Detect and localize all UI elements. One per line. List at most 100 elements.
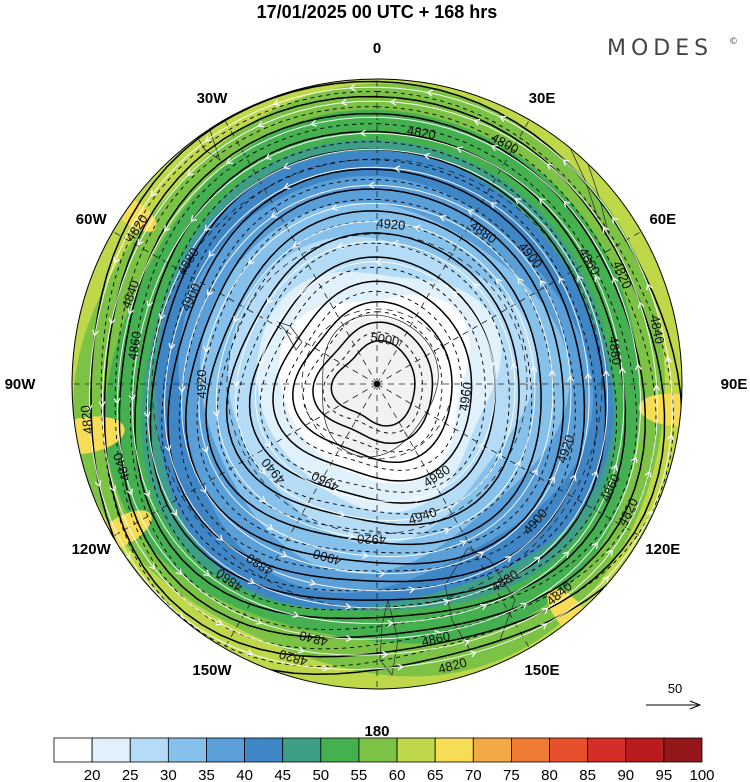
colorbar-swatch (167, 737, 207, 763)
streamline-arrow (148, 562, 156, 570)
colorbar-tick-label: 30 (160, 767, 177, 782)
streamline-arrow (215, 619, 223, 626)
streamline-arrow (389, 98, 397, 106)
colorbar-tick-label: 55 (351, 767, 368, 782)
streamline (215, 220, 536, 541)
height-contours (90, 80, 682, 676)
colorbar-swatch (434, 737, 474, 763)
streamline-arrow (226, 157, 233, 165)
height-contour-dashed (129, 123, 638, 631)
streamline-arrow (345, 603, 352, 611)
streamline-arrow (611, 464, 618, 472)
streamline-arrow (504, 555, 512, 563)
streamline-arrow (338, 510, 346, 518)
height-contour (167, 168, 586, 583)
height-contour (149, 148, 607, 601)
streamline-arrow (538, 197, 546, 205)
streamline-arrow (298, 646, 305, 654)
streamline-arrow (264, 441, 271, 448)
streamline-arrow (348, 84, 356, 92)
streamline-arrow (202, 569, 210, 577)
colorbar-tick-label: 90 (617, 767, 634, 782)
streamline-arrow (594, 275, 601, 283)
streamline-arrow (309, 579, 317, 586)
streamline-arrow (563, 200, 571, 208)
height-contour-dashed (302, 311, 443, 453)
streamline-arrow (611, 276, 619, 284)
streamline-arrow (359, 129, 367, 137)
streamline-arrow (258, 496, 266, 503)
contour-label: 4920 (194, 370, 209, 399)
brand-name: MODES (607, 36, 713, 61)
meridian-line (224, 119, 378, 385)
meridian-line (376, 383, 530, 649)
streamline-arrow (207, 289, 214, 297)
streamline-arrow (480, 603, 487, 611)
streamline-arrow (548, 369, 556, 377)
streamline-arrow (178, 386, 186, 393)
height-contour (248, 256, 496, 504)
streamline-arrow (646, 283, 653, 291)
meridian-line (376, 383, 642, 537)
wind-reference-arrowhead (689, 700, 702, 710)
streamline-arrow (113, 256, 120, 264)
streamline-arrow (248, 257, 255, 265)
colorbar-tick-label: 35 (198, 767, 215, 782)
streamline-arrow (247, 577, 255, 584)
streamline-arrow (408, 586, 416, 594)
streamline-arrow (443, 528, 450, 535)
streamline-arrow (602, 575, 609, 583)
contour-label: 4820 (406, 123, 437, 143)
longitude-label: 30E (529, 90, 556, 107)
streamline-arrow (283, 182, 291, 190)
height-contour (118, 112, 646, 639)
streamline-arrow (204, 224, 211, 232)
antarctic-peninsula-coastline (276, 321, 303, 351)
streamline-arrow (439, 215, 447, 222)
streamline-arrow (246, 649, 254, 656)
streamline-arrow (158, 313, 166, 321)
longitude-label: 180 (364, 723, 389, 740)
streamline-arrow (257, 120, 265, 128)
meridian-line (376, 231, 642, 385)
streamline-arrow (348, 532, 355, 540)
streamline-arrow (490, 202, 497, 209)
map-border (71, 78, 683, 690)
streamline-arrow (413, 495, 421, 503)
streamline-arrow (531, 468, 538, 476)
streamline-arrow (473, 118, 481, 126)
streamline-arrow (520, 602, 528, 609)
height-contour (292, 300, 453, 464)
streamline-arrow (456, 146, 463, 154)
streamline-arrow (146, 300, 154, 308)
contour-label: 4920 (357, 531, 386, 547)
colorbar-swatch (472, 737, 512, 763)
colorbar-tick-label: 40 (236, 767, 253, 782)
parallel-line (151, 158, 603, 610)
meridian-line (376, 119, 530, 385)
streamline-arrow (331, 204, 338, 211)
streamline-arrow (374, 258, 382, 266)
streamline-arrow (477, 551, 485, 558)
contour-label: 4920 (376, 215, 406, 232)
streamline-arrow (137, 238, 144, 246)
streamline (88, 86, 673, 671)
height-contour-dashed (282, 290, 463, 471)
streamline-arrow (186, 169, 194, 177)
height-contour (272, 280, 473, 482)
streamline-arrow (175, 568, 183, 576)
height-contour-dashed (100, 91, 675, 668)
streamline-arrow (310, 119, 317, 127)
streamline-arrow (426, 89, 434, 97)
streamline-arrow (567, 375, 575, 382)
streamline-arrow (272, 99, 280, 106)
streamline-arrow (558, 276, 565, 284)
streamline (235, 241, 516, 522)
streamline-arrow (467, 209, 475, 216)
streamline-arrow (392, 239, 399, 247)
colorbar-tick-label: 45 (274, 767, 291, 782)
streamline (102, 100, 658, 656)
streamline-arrow (336, 242, 344, 250)
streamline-arrow (637, 301, 645, 309)
longitude-label: 90W (5, 376, 37, 393)
